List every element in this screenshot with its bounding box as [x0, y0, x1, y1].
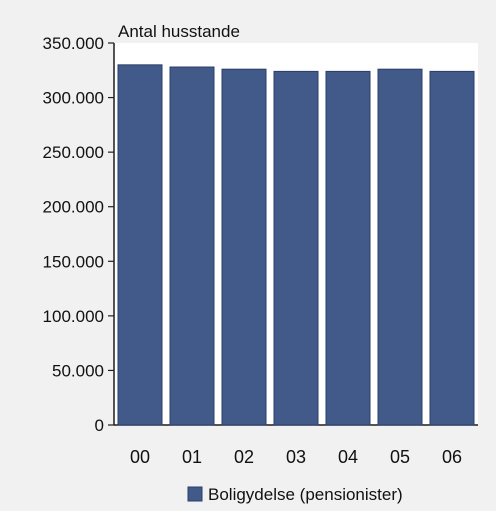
x-tick-label: 04 [338, 447, 358, 467]
y-tick-label: 0 [95, 416, 104, 435]
y-tick-label: 150.000 [43, 252, 104, 271]
bar [429, 70, 475, 426]
x-ticks: 00 01 02 03 04 05 06 [130, 447, 462, 467]
y-tick-label: 50.000 [52, 361, 104, 380]
bar [377, 68, 423, 426]
bar [273, 70, 319, 426]
y-tick-label: 300.000 [43, 89, 104, 108]
y-ticks: 0 50.000 100.000 150.000 200.000 250.000 300.0… [43, 34, 114, 435]
bar [221, 68, 267, 426]
x-tick-label: 03 [286, 447, 306, 467]
x-tick-label: 06 [442, 447, 462, 467]
y-tick-label: 350.000 [43, 34, 104, 53]
x-tick-label: 01 [182, 447, 202, 467]
y-axis-title: Antal husstande [118, 22, 240, 41]
legend: Boligydelse (pensionister) [187, 485, 403, 504]
bars [117, 64, 475, 426]
y-tick-label: 100.000 [43, 307, 104, 326]
bar [117, 64, 163, 426]
legend-label: Boligydelse (pensionister) [208, 485, 403, 504]
legend-swatch [187, 486, 203, 502]
bar [169, 66, 215, 426]
bar [325, 70, 371, 426]
x-tick-label: 00 [130, 447, 150, 467]
y-tick-label: 250.000 [43, 143, 104, 162]
x-tick-label: 02 [234, 447, 254, 467]
x-tick-label: 05 [390, 447, 410, 467]
y-tick-label: 200.000 [43, 198, 104, 217]
